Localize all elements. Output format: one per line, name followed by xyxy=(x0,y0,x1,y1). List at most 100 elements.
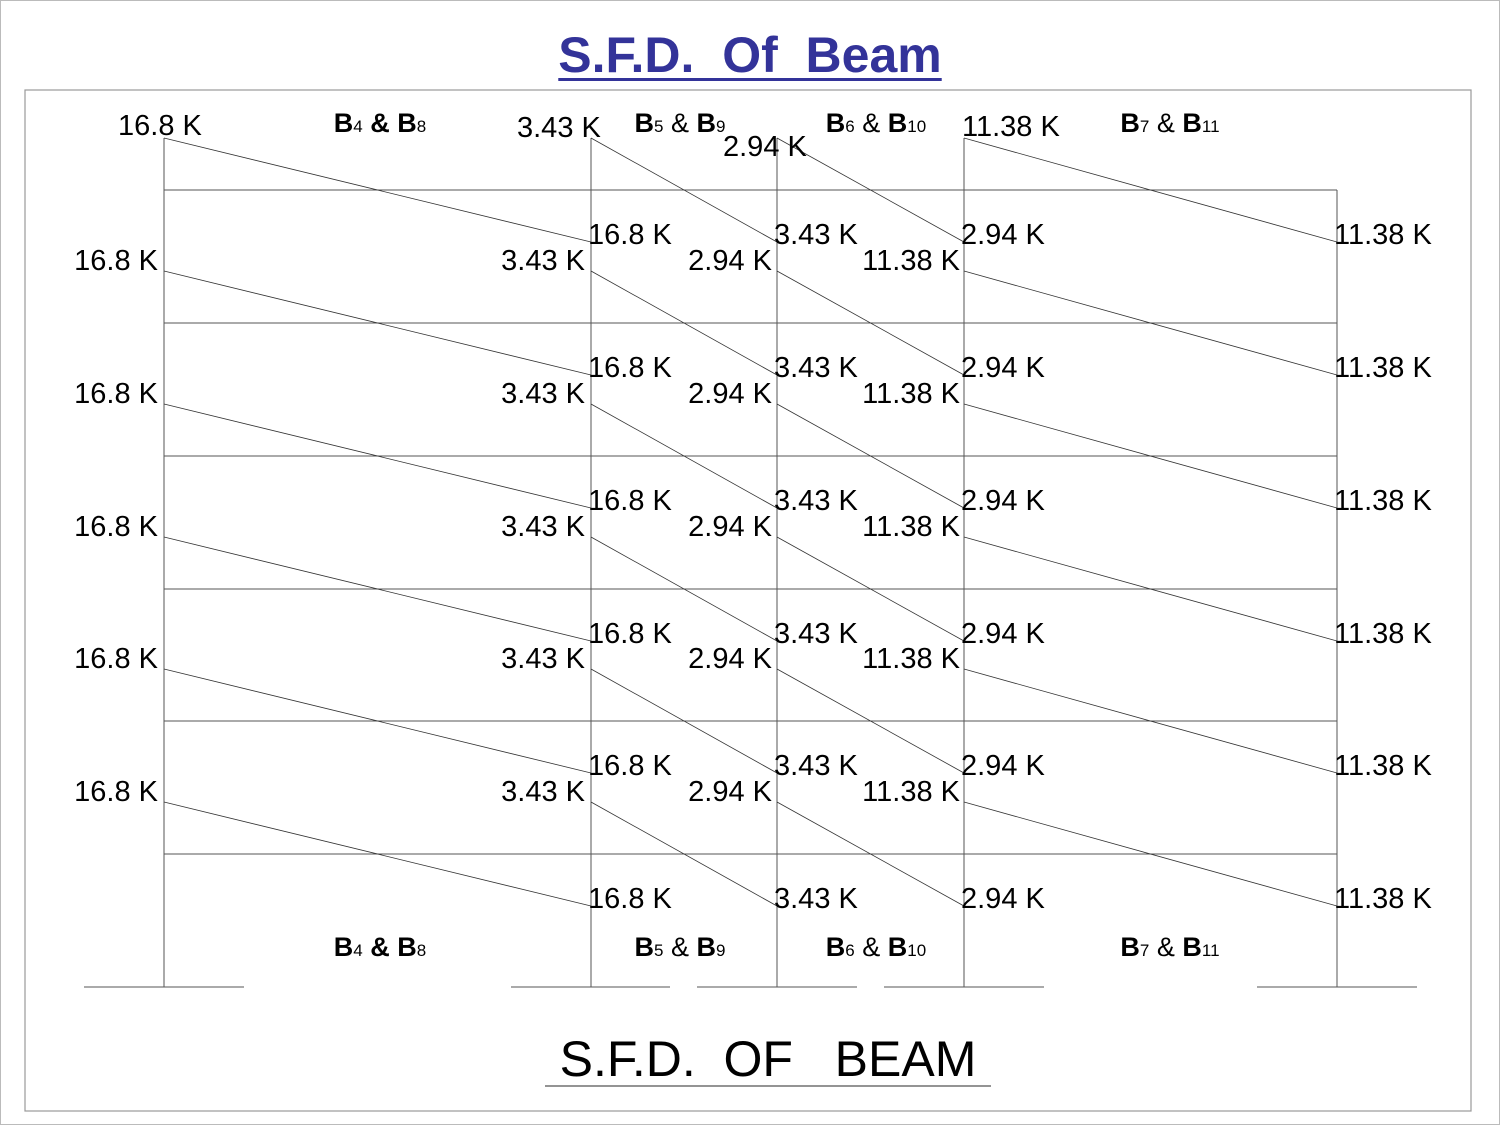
start-shear-label: 3.43 K xyxy=(517,112,601,144)
end-shear-label: 11.38 K xyxy=(1334,352,1432,384)
beam-label-part: B xyxy=(397,932,417,962)
shear-line xyxy=(776,137,965,243)
end-shear-label: 3.43 K xyxy=(774,883,858,915)
start-shear-label: 3.43 K xyxy=(501,511,585,543)
beam-label-part: 4 xyxy=(353,941,362,960)
beam-label-part: B xyxy=(888,932,908,962)
beam-label-part: B xyxy=(826,932,846,962)
beam-label-part: B xyxy=(888,108,908,138)
beam-label-part: B xyxy=(1182,108,1202,138)
beam-label-part: 7 xyxy=(1140,941,1149,960)
beam-label-part: & xyxy=(1149,932,1182,962)
beam-label-part: B xyxy=(697,108,717,138)
beam-label-part: & xyxy=(855,932,888,962)
start-shear-label: 2.94 K xyxy=(688,776,772,808)
beam-label-part: B xyxy=(334,932,354,962)
beam-label-part: 11 xyxy=(1202,941,1220,960)
beam-label-part: 4 xyxy=(353,117,362,136)
end-shear-label: 11.38 K xyxy=(1334,485,1432,517)
building-frame xyxy=(84,138,1417,988)
shear-line xyxy=(590,270,778,376)
start-shear-label: 11.38 K xyxy=(862,511,960,543)
top-beam-label: B4 & B8 xyxy=(334,108,426,138)
start-shear-label: 16.8 K xyxy=(74,378,158,410)
end-shear-label: 3.43 K xyxy=(774,750,858,782)
end-shear-label: 16.8 K xyxy=(588,219,672,251)
beam-label-part: & xyxy=(855,108,888,138)
shear-line xyxy=(963,801,1338,907)
beam-label-part: 10 xyxy=(907,117,926,136)
shear-line xyxy=(776,403,965,509)
beam-label-part: B xyxy=(635,932,655,962)
beam-label-part: B xyxy=(334,108,354,138)
beam-label-part: 5 xyxy=(654,117,663,136)
beam-label-part: B xyxy=(1120,932,1140,962)
shear-line xyxy=(776,668,965,774)
beam-label-part: B xyxy=(826,108,846,138)
title-text: S.F.D. Of Beam xyxy=(558,27,942,83)
beam-label-part: B xyxy=(1182,932,1202,962)
beam-label-part: 5 xyxy=(654,941,663,960)
bottom-beam-label: B6 & B10 xyxy=(826,932,926,962)
end-shear-label: 11.38 K xyxy=(1334,750,1432,782)
shear-line xyxy=(776,801,965,907)
shear-line xyxy=(590,403,778,509)
beam-label-part: 8 xyxy=(417,941,426,960)
start-shear-label: 16.8 K xyxy=(74,643,158,675)
beam-label-part: B xyxy=(697,932,717,962)
shear-line xyxy=(163,668,592,774)
beam-label-part: 10 xyxy=(907,941,926,960)
shear-line xyxy=(590,536,778,642)
bottom-beam-label: B5 & B9 xyxy=(635,932,726,962)
end-shear-label: 16.8 K xyxy=(588,485,672,517)
start-shear-label: 16.8 K xyxy=(74,776,158,808)
start-shear-label: 2.94 K xyxy=(723,131,807,163)
beam-label-part: & xyxy=(663,932,696,962)
end-shear-label: 3.43 K xyxy=(774,618,858,650)
value-labels: 16.8 K16.8 K3.43 K3.43 K2.94 K2.94 K11.3… xyxy=(74,108,1432,962)
shear-line xyxy=(590,668,778,774)
end-shear-label: 2.94 K xyxy=(961,883,1045,915)
shear-line xyxy=(963,668,1338,774)
beam-label-part: & xyxy=(663,108,696,138)
start-shear-label: 2.94 K xyxy=(688,511,772,543)
shear-line xyxy=(163,137,592,243)
page-title: S.F.D. Of Beam xyxy=(0,26,1500,84)
end-shear-label: 2.94 K xyxy=(961,219,1045,251)
end-shear-label: 2.94 K xyxy=(961,352,1045,384)
beam-label-part: 6 xyxy=(845,941,854,960)
start-shear-label: 2.94 K xyxy=(688,378,772,410)
end-shear-label: 11.38 K xyxy=(1334,219,1432,251)
start-shear-label: 16.8 K xyxy=(118,110,202,142)
shear-line xyxy=(776,270,965,376)
end-shear-label: 3.43 K xyxy=(774,219,858,251)
shear-line xyxy=(963,536,1338,642)
shear-line xyxy=(163,536,592,642)
beam-label-part: B xyxy=(635,108,655,138)
start-shear-label: 16.8 K xyxy=(74,511,158,543)
shear-line xyxy=(163,270,592,376)
shear-lines xyxy=(163,137,1338,907)
beam-label-part: B xyxy=(1120,108,1140,138)
diagram-caption: S.F.D. OF BEAM xyxy=(560,1031,977,1087)
shear-line xyxy=(963,270,1338,376)
start-shear-label: 2.94 K xyxy=(688,643,772,675)
shear-line xyxy=(963,403,1338,509)
shear-line xyxy=(163,403,592,509)
start-shear-label: 11.38 K xyxy=(862,643,960,675)
shear-line xyxy=(776,536,965,642)
start-shear-label: 11.38 K xyxy=(862,378,960,410)
end-shear-label: 2.94 K xyxy=(961,618,1045,650)
beam-label-part: & xyxy=(363,108,398,138)
top-beam-label: B7 & B11 xyxy=(1120,108,1219,138)
beam-label-part: 6 xyxy=(845,117,854,136)
end-shear-label: 3.43 K xyxy=(774,352,858,384)
start-shear-label: 16.8 K xyxy=(74,245,158,277)
top-beam-label: B6 & B10 xyxy=(826,108,926,138)
drawing-frame xyxy=(24,89,1472,1112)
shear-line xyxy=(963,137,1338,243)
bottom-beam-label: B4 & B8 xyxy=(334,932,426,962)
start-shear-label: 11.38 K xyxy=(862,776,960,808)
beam-label-part: 11 xyxy=(1202,117,1220,136)
end-shear-label: 16.8 K xyxy=(588,618,672,650)
